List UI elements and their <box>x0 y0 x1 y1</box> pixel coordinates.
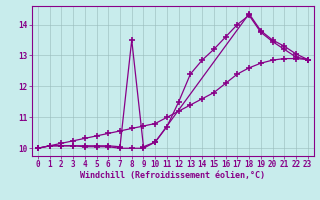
X-axis label: Windchill (Refroidissement éolien,°C): Windchill (Refroidissement éolien,°C) <box>80 171 265 180</box>
